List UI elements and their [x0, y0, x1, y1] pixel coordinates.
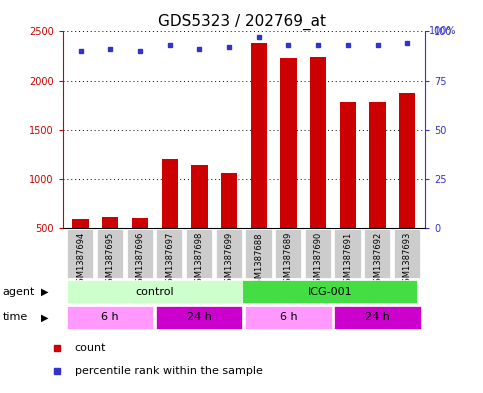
Bar: [102, 217, 118, 277]
Text: 100%: 100%: [429, 26, 456, 37]
Bar: [394, 229, 420, 278]
Bar: [310, 57, 327, 277]
Bar: [156, 229, 183, 278]
Text: 24 h: 24 h: [365, 312, 390, 322]
Text: GSM1387696: GSM1387696: [136, 232, 144, 288]
Bar: [97, 229, 123, 278]
Bar: [161, 159, 178, 277]
Bar: [340, 102, 356, 277]
Text: GSM1387695: GSM1387695: [106, 232, 115, 288]
Bar: [245, 229, 271, 278]
Bar: [67, 229, 93, 278]
Text: percentile rank within the sample: percentile rank within the sample: [75, 366, 263, 376]
Text: GSM1387692: GSM1387692: [373, 232, 382, 288]
Bar: [132, 218, 148, 277]
Bar: [72, 219, 89, 277]
Bar: [191, 165, 208, 277]
Text: ▶: ▶: [41, 287, 49, 297]
Text: ▶: ▶: [41, 312, 49, 322]
Text: control: control: [135, 287, 174, 297]
Bar: [242, 280, 417, 303]
Text: GSM1387694: GSM1387694: [76, 232, 85, 288]
Text: GSM1387689: GSM1387689: [284, 232, 293, 288]
Text: GSM1387697: GSM1387697: [165, 232, 174, 288]
Text: time: time: [2, 312, 28, 322]
Bar: [305, 229, 331, 278]
Bar: [369, 102, 386, 277]
Text: GSM1387690: GSM1387690: [313, 232, 323, 288]
Text: 6 h: 6 h: [280, 312, 297, 322]
Bar: [67, 306, 154, 329]
Text: agent: agent: [2, 287, 35, 297]
Bar: [275, 229, 301, 278]
Bar: [280, 58, 297, 277]
Text: 6 h: 6 h: [101, 312, 119, 322]
Text: count: count: [75, 343, 106, 353]
Text: ICG-001: ICG-001: [307, 287, 352, 297]
Bar: [67, 280, 242, 303]
Text: GSM1387691: GSM1387691: [343, 232, 352, 288]
Bar: [216, 229, 242, 278]
Bar: [335, 229, 361, 278]
Text: 24 h: 24 h: [187, 312, 212, 322]
Text: GSM1387693: GSM1387693: [403, 232, 412, 288]
Bar: [335, 306, 421, 329]
Bar: [364, 229, 390, 278]
Bar: [127, 229, 153, 278]
Bar: [245, 306, 331, 329]
Text: GSM1387698: GSM1387698: [195, 232, 204, 288]
Bar: [251, 43, 267, 277]
Text: GSM1387699: GSM1387699: [225, 232, 234, 288]
Bar: [156, 306, 242, 329]
Bar: [399, 94, 415, 277]
Bar: [221, 173, 237, 277]
Bar: [186, 229, 212, 278]
Text: GSM1387688: GSM1387688: [254, 232, 263, 288]
Text: GDS5323 / 202769_at: GDS5323 / 202769_at: [157, 14, 326, 30]
